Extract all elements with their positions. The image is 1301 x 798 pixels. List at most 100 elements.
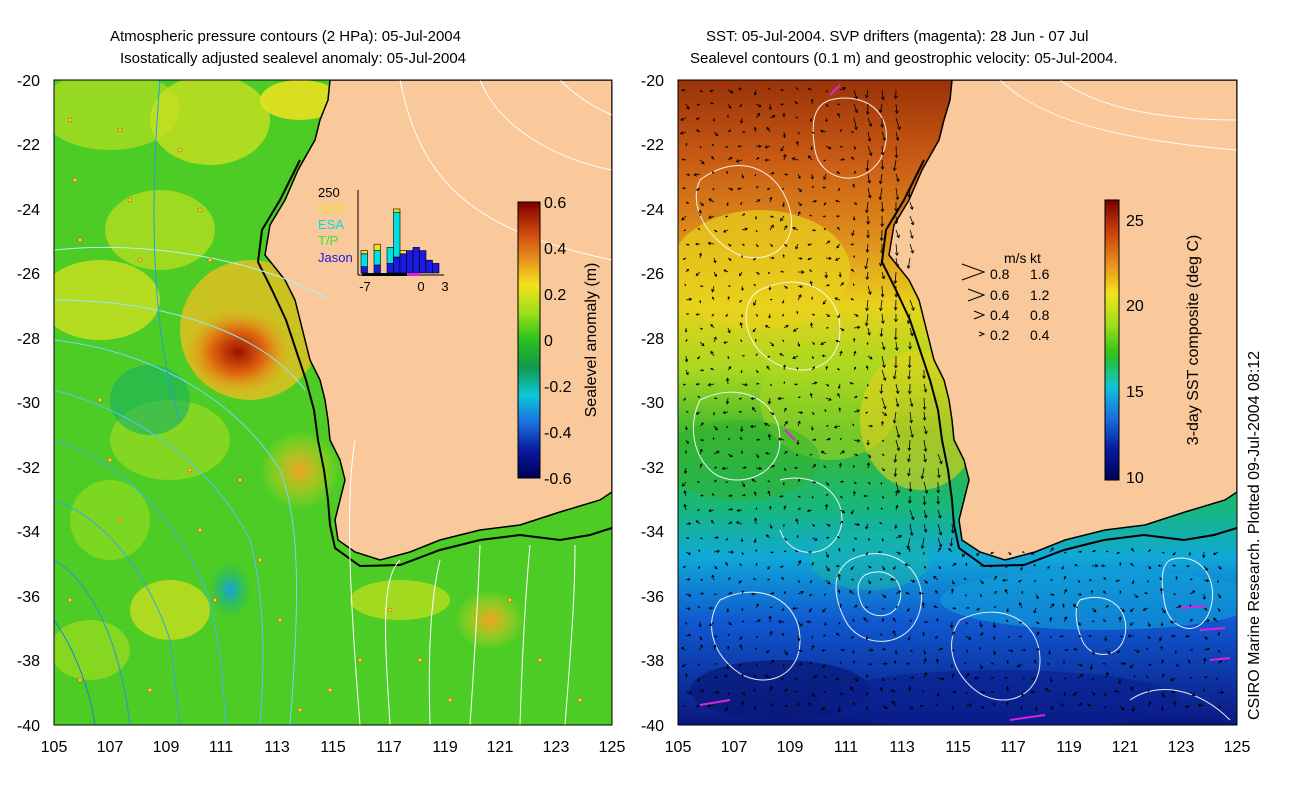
velocity-arrow: [1215, 677, 1219, 681]
velocity-arrow: [879, 327, 884, 338]
velocity-arrow: [894, 660, 897, 665]
velocity-arrow: [919, 704, 925, 708]
velocity-arrow: [1133, 675, 1136, 679]
left-cb-tick: 0.2: [544, 287, 566, 304]
velocity-arrow: [1087, 703, 1093, 707]
velocity-arrow: [1103, 577, 1107, 581]
velocity-arrow: [795, 550, 799, 553]
velocity-arrow: [735, 521, 743, 525]
velocity-arrow: [698, 549, 701, 553]
velocity-arrow: [866, 215, 871, 225]
velocity-arrow: [782, 632, 785, 637]
velocity-arrow: [867, 565, 872, 569]
velocity-arrow: [727, 453, 733, 458]
velocity-arrow: [797, 621, 803, 627]
velocity-arrow: [769, 523, 773, 530]
velocity-arrow: [797, 270, 805, 274]
velocity-arrow: [683, 467, 688, 474]
velocity-arrow: [990, 691, 995, 694]
velocity-arrow: [908, 547, 911, 553]
velocity-arrow: [1033, 579, 1037, 582]
velocity-arrow: [1030, 551, 1037, 555]
velocity-arrow: [1186, 564, 1191, 568]
velocity-arrow: [750, 424, 757, 429]
velocity-arrow: [699, 327, 703, 330]
velocity-arrow: [1103, 590, 1107, 595]
velocity-arrow: [880, 215, 885, 228]
velocity-arrow: [807, 155, 813, 161]
velocity-arrow: [755, 453, 760, 459]
left-x-tick: 107: [97, 739, 124, 756]
velocity-arrow: [965, 691, 968, 695]
velocity-arrow: [853, 89, 858, 100]
velocity-arrow: [765, 649, 771, 653]
velocity-arrow: [1020, 705, 1023, 711]
velocity-arrow: [765, 534, 771, 539]
velocity-arrow: [780, 103, 785, 106]
velocity-arrow: [741, 607, 744, 611]
velocity-arrow: [923, 425, 928, 435]
right-x-axis: 105 107 109 111 113 115 117 119 121 123 …: [665, 739, 1251, 756]
left-cb-tick: -0.6: [544, 471, 572, 488]
velocity-arrow: [755, 663, 758, 667]
velocity-arrow: [853, 604, 858, 609]
left-cb-tick: -0.4: [544, 425, 572, 442]
velocity-arrow: [737, 145, 743, 148]
inset-x-tick: 0: [417, 279, 424, 294]
velocity-arrow: [892, 617, 897, 623]
velocity-arrow: [1118, 616, 1122, 623]
velocity-arrow: [907, 187, 912, 198]
velocity-arrow: [755, 313, 759, 317]
velocity-arrow: [810, 98, 814, 105]
velocity-arrow: [1159, 577, 1163, 581]
velocity-arrow: [782, 131, 787, 139]
velocity-arrow: [853, 366, 857, 371]
velocity-arrow: [727, 645, 730, 651]
velocity-arrow: [935, 635, 939, 639]
velocity-arrow: [766, 126, 771, 133]
velocity-arrow: [993, 606, 997, 609]
velocity-arrow: [797, 341, 801, 348]
velocity-arrow: [895, 131, 900, 142]
left-x-axis: 105 107 109 111 113 115 117 119 121 123 …: [41, 739, 626, 756]
velocity-arrow: [881, 355, 886, 369]
right-drifter-tracks: [699, 84, 1231, 721]
velocity-arrow: [806, 509, 813, 513]
velocity-arrow: [834, 257, 841, 261]
velocity-arrow: [753, 491, 757, 497]
velocity-arrow: [979, 564, 986, 568]
velocity-arrow: [782, 254, 785, 259]
velocity-arrow: [850, 509, 855, 515]
velocity-arrow: [837, 103, 841, 106]
velocity-arrow: [867, 453, 871, 459]
velocity-arrow: [951, 562, 957, 567]
velocity-arrow: [923, 649, 926, 655]
velocity-arrow: [1189, 618, 1193, 623]
velocity-arrow: [839, 282, 845, 287]
velocity-arrow: [769, 685, 773, 693]
velocity-arrow: [850, 635, 855, 639]
velocity-arrow: [741, 700, 745, 707]
velocity-arrow: [906, 607, 911, 612]
velocity-arrow: [866, 462, 871, 469]
velocity-arrow: [965, 621, 968, 625]
satellite-inset: 250 GFO ESA T/P Jason -7 0 3: [318, 185, 449, 294]
velocity-arrow: [821, 649, 827, 652]
velocity-arrow: [865, 523, 869, 530]
velocity-arrow: [713, 593, 717, 596]
velocity-arrow: [797, 420, 801, 427]
velocity-arrow: [739, 271, 743, 277]
velocity-arrow: [1063, 648, 1069, 652]
velocity-arrow: [909, 411, 914, 424]
velocity-arrow: [1189, 676, 1193, 679]
velocity-arrow: [823, 675, 827, 679]
velocity-arrow: [697, 395, 701, 399]
velocity-arrow: [710, 367, 715, 371]
velocity-arrow: [879, 299, 883, 312]
velocity-arrow: [1074, 564, 1079, 567]
right-y-tick: -38: [641, 653, 664, 670]
velocity-arrow: [809, 661, 813, 665]
velocity-arrow: [697, 355, 701, 360]
velocity-arrow: [713, 397, 718, 400]
